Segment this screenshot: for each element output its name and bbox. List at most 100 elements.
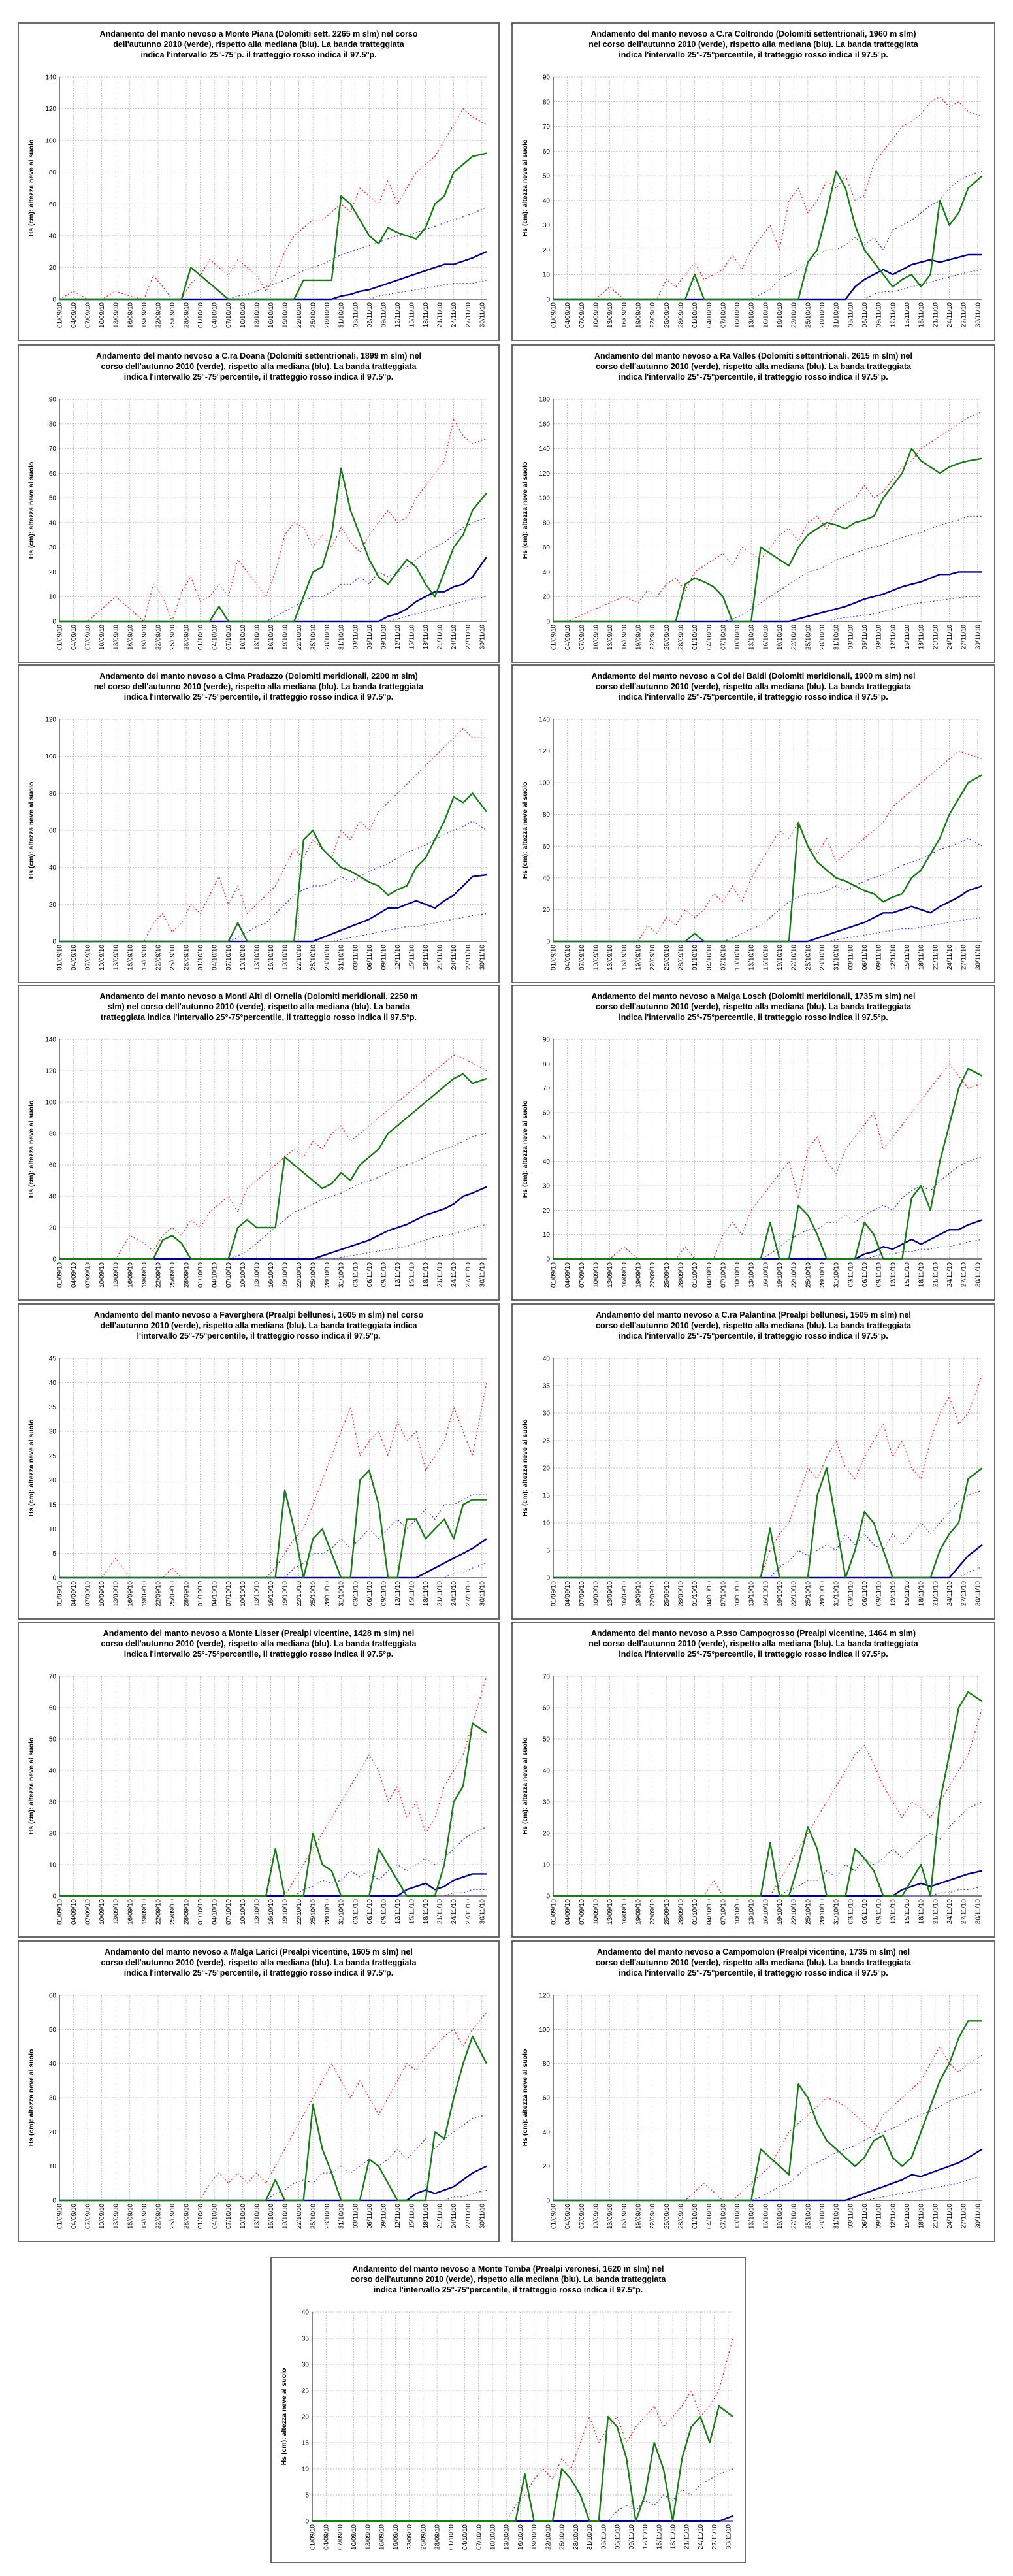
x-tick-label: 06/11/10 <box>861 1581 869 1606</box>
y-tick-label: 35 <box>49 1404 57 1411</box>
x-tick-label: 31/10/10 <box>338 2204 346 2229</box>
x-tick-label: 24/11/10 <box>451 2204 458 2229</box>
x-tick-label: 13/10/10 <box>253 945 261 970</box>
chart-title: Andamento del manto nevoso a Monti Alti … <box>25 991 492 1034</box>
y-tick-label: 40 <box>543 2129 551 2136</box>
x-tick-label: 25/10/10 <box>805 625 812 650</box>
y-tick-label: 100 <box>45 1100 56 1107</box>
x-tick-label: 25/09/10 <box>664 2204 671 2229</box>
y-axis-label: Hs (cm): altezza neve al suolo <box>27 462 35 559</box>
x-tick-label: 16/10/10 <box>268 1581 275 1606</box>
x-tick-label: 28/10/10 <box>819 945 826 970</box>
series-p975-line <box>59 418 487 622</box>
series-median-line <box>553 885 983 943</box>
x-tick-label: 25/10/10 <box>310 2204 317 2229</box>
x-tick-label: 19/10/10 <box>281 2204 289 2229</box>
x-tick-label: 04/09/10 <box>323 2524 330 2550</box>
x-tick-label: 12/11/10 <box>394 302 402 328</box>
chart-title-line: Andamento del manto nevoso a C.ra Coltro… <box>590 29 916 39</box>
x-tick-label: 21/11/10 <box>932 625 939 650</box>
x-tick-label: 03/11/10 <box>352 1581 359 1606</box>
y-tick-label: 40 <box>543 875 551 882</box>
x-tick-label: 28/10/10 <box>324 1899 331 1925</box>
chart-svg: 0 20 40 60 80 100 120 140 01/09/10 04/09/10 07/09/… <box>521 717 983 970</box>
chart-title-line: Andamento del manto nevoso a Faverghera … <box>93 1311 424 1320</box>
x-tick-label: 19/09/10 <box>141 1899 148 1925</box>
x-tick-label: 22/09/10 <box>155 625 162 650</box>
chart-svg: 0 20 40 60 80 100 120 01/09/10 04/09/10 07/09/10 1… <box>27 717 487 970</box>
chart-title-line: Andamento del manto nevoso a P.sso Campo… <box>590 1629 916 1638</box>
y-tick-label: 60 <box>543 148 551 155</box>
x-tick-label: 19/09/10 <box>141 302 148 328</box>
x-tick-label: 07/09/10 <box>85 2204 92 2229</box>
chart-title-line: nel corso dell'autunno 2010 (verde), ris… <box>93 682 424 691</box>
chart-title-line: indica l'intervallo 25°-75°percentile, i… <box>619 1331 888 1341</box>
chart-svg: 0 5 10 15 20 25 30 35 40 45 01/09/10 04/09/10 07/09/… <box>27 1356 487 1606</box>
y-tick-label: 80 <box>543 519 551 527</box>
y-tick-label: 20 <box>49 1831 57 1838</box>
x-tick-label: 16/10/10 <box>268 945 275 970</box>
x-tick-label: 06/11/10 <box>861 302 869 328</box>
x-tick-label: 28/10/10 <box>324 302 331 328</box>
y-tick-label: 180 <box>539 397 550 404</box>
y-axis-label: Hs (cm): altezza neve al suolo <box>521 1738 529 1835</box>
x-tick-label: 07/10/10 <box>225 945 233 970</box>
x-tick-label: 04/10/10 <box>706 2204 713 2229</box>
x-tick-label: 22/09/10 <box>155 1581 162 1606</box>
chart-title-line: indica l'intervallo 25°-75°percentile, i… <box>123 372 394 382</box>
series-p75-line <box>553 171 983 300</box>
x-tick-label: 22/10/10 <box>296 2204 303 2229</box>
x-tick-label: 19/09/10 <box>635 302 642 328</box>
chart-panel: Andamento del manto nevoso a Monte Tomba… <box>270 2257 746 2563</box>
x-tick-label: 25/09/10 <box>664 1262 671 1288</box>
series-measured-line <box>59 792 487 943</box>
series-median-line <box>59 1873 487 1897</box>
x-tick-label: 15/11/10 <box>409 625 416 650</box>
x-tick-label: 31/10/10 <box>338 302 346 328</box>
chart-title: Andamento del manto nevoso a Ra Valles (… <box>519 351 988 394</box>
y-tick-label: 30 <box>49 544 57 551</box>
x-tick-label: 10/10/10 <box>240 1262 247 1288</box>
x-tick-label: 10/09/10 <box>99 302 106 328</box>
x-tick-label: 27/11/10 <box>961 1899 968 1925</box>
x-tick-label: 25/10/10 <box>310 302 317 328</box>
y-tick-label: 60 <box>49 828 57 835</box>
x-tick-label: 01/10/10 <box>692 2204 699 2229</box>
x-tick-label: 22/10/10 <box>296 945 303 970</box>
series-measured-line <box>553 774 983 943</box>
series-p975-line <box>59 728 487 942</box>
y-tick-label: 30 <box>49 1429 57 1436</box>
y-tick-label: 15 <box>49 1502 57 1509</box>
y-tick-label: 10 <box>543 1520 551 1527</box>
y-tick-label: 140 <box>45 74 56 82</box>
series-p25-line <box>553 917 983 942</box>
x-tick-label: 15/11/10 <box>409 945 416 970</box>
x-tick-label: 31/10/10 <box>338 1581 346 1606</box>
x-tick-label: 07/10/10 <box>720 1262 727 1288</box>
x-tick-label: 18/11/10 <box>918 302 925 328</box>
chart-title: Andamento del manto nevoso a Col dei Bal… <box>519 671 988 714</box>
series-p25-line <box>553 1566 983 1578</box>
series-p25-line <box>59 1889 487 1897</box>
chart-title: Andamento del manto nevoso a Malga Losch… <box>519 991 988 1034</box>
x-tick-label: 09/11/10 <box>380 1262 387 1288</box>
x-tick-label: 22/10/10 <box>791 625 798 650</box>
x-tick-label: 03/11/10 <box>352 1899 359 1925</box>
chart-title-line: Andamento del manto nevoso a Cima Pradaz… <box>99 672 418 681</box>
y-tick-label: 60 <box>49 201 57 208</box>
y-tick-label: 80 <box>49 421 57 428</box>
x-tick-label: 27/11/10 <box>465 1581 472 1606</box>
x-tick-label: 22/09/10 <box>155 2204 162 2229</box>
chart-title-line: indica l'intervallo 25°-75°percentile, i… <box>123 1968 394 1978</box>
x-tick-label: 18/11/10 <box>918 1581 925 1606</box>
y-tick-label: 100 <box>539 2027 550 2034</box>
x-tick-label: 31/10/10 <box>833 302 841 328</box>
x-tick-label: 28/09/10 <box>677 1899 684 1925</box>
x-tick-label: 25/09/10 <box>664 1899 671 1925</box>
y-tick-label: 20 <box>543 907 551 914</box>
chart-svg: 0 10 20 30 40 50 60 01/09/10 04/09/10 07/09/10 10/… <box>27 1993 488 2229</box>
x-tick-label: 24/11/10 <box>946 625 954 650</box>
x-tick-label: 30/11/10 <box>479 1899 486 1925</box>
x-tick-label: 31/10/10 <box>833 945 841 970</box>
chart-panel: Andamento del manto nevoso a Monte Piana… <box>18 22 500 341</box>
